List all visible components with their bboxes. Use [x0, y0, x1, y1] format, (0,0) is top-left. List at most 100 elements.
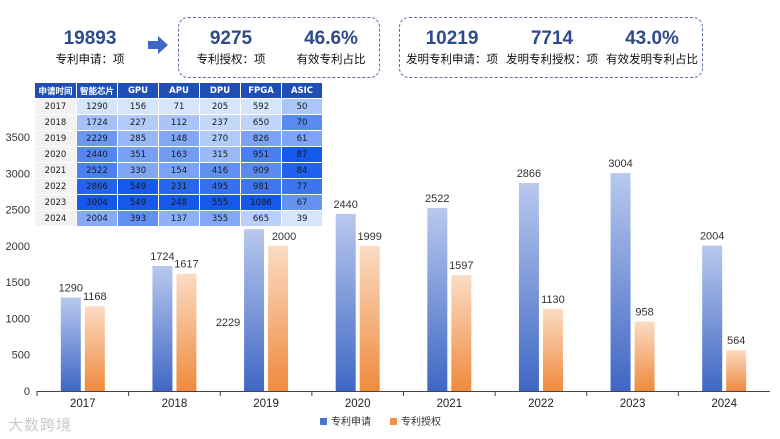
table-cell: 495	[199, 178, 241, 195]
kpi-value: 19893	[63, 28, 117, 49]
table-cell: 227	[117, 114, 159, 131]
table-cell: 549	[117, 178, 159, 195]
table-cell: 248	[158, 194, 200, 211]
table-cell: 416	[199, 162, 241, 179]
data-label: 2440	[333, 199, 357, 211]
kpi-granted: 9275 专利授权：项	[186, 28, 276, 68]
kpi-label: 有效发明专利占比	[606, 54, 698, 66]
legend-label: 专利授权	[401, 415, 441, 428]
x-tick-label: 2017	[70, 398, 96, 410]
table-cell: 148	[158, 130, 200, 147]
kpi-invention-granted: 7714 发明专利授权：项	[503, 28, 601, 68]
data-label: 1168	[83, 291, 107, 303]
kpi-value: 9275	[209, 28, 253, 49]
kpi-effective-ratio: 46.6% 有效专利占比	[286, 28, 376, 68]
application-bar	[702, 245, 723, 391]
table-cell: 137	[158, 210, 200, 227]
watermark-logo: 大数跨境	[8, 416, 73, 434]
data-label: 564	[727, 335, 745, 347]
table-year-cell: 2022	[34, 178, 77, 195]
table-cell: 67	[281, 194, 323, 211]
data-label: 1999	[357, 231, 381, 243]
data-label: 1290	[59, 282, 83, 294]
data-label: 2866	[517, 168, 541, 180]
y-tick-label: 500	[12, 350, 30, 362]
kpi-label: 专利授权：项	[196, 54, 266, 66]
kpi-value: 43.0%	[625, 28, 679, 49]
table-row: 2021 2522 330 154 416 909 84	[34, 162, 323, 179]
grant-bar	[359, 245, 380, 391]
table-cell: 555	[199, 194, 241, 211]
grant-bar	[542, 308, 563, 391]
table-cell: 2440	[76, 146, 118, 163]
table-header-cell: FPGA	[240, 82, 282, 99]
x-tick-label: 2024	[711, 398, 737, 410]
x-tick-label: 2018	[162, 398, 188, 410]
table-cell: 1724	[76, 114, 118, 131]
legend-swatch	[320, 418, 327, 425]
table-cell: 1290	[76, 98, 118, 115]
data-label: 1617	[174, 259, 198, 271]
kpi-group-invention	[399, 17, 703, 78]
table-year-cell: 2017	[34, 98, 77, 115]
table-cell: 1086	[240, 194, 282, 211]
y-tick-label: 2500	[6, 205, 30, 217]
application-bar	[335, 213, 356, 391]
table-header-cell: ASIC	[281, 82, 323, 99]
table-header-cell: DPU	[199, 82, 241, 99]
table-cell: 112	[158, 114, 200, 131]
table-cell: 2866	[76, 178, 118, 195]
table-header-cell: 智能芯片	[76, 82, 118, 99]
application-bar	[610, 172, 631, 391]
table-cell: 84	[281, 162, 323, 179]
kpi-value: 46.6%	[304, 28, 358, 49]
table-cell: 330	[117, 162, 159, 179]
grant-bar	[726, 350, 747, 391]
table-cell: 650	[240, 114, 282, 131]
data-label: 3004	[608, 158, 632, 170]
table-row: 2019 2229 285 148 270 826 61	[34, 130, 323, 147]
table-cell: 826	[240, 130, 282, 147]
table-row: 2017 1290 156 71 205 592 50	[34, 98, 323, 115]
table-year-cell: 2020	[34, 146, 77, 163]
kpi-value: 10219	[425, 28, 479, 49]
data-label: 2229	[216, 317, 240, 329]
kpi-label: 发明专利申请：项	[406, 54, 498, 66]
table-cell: 2004	[76, 210, 118, 227]
y-tick-label: 0	[24, 386, 30, 398]
table-year-cell: 2021	[34, 162, 77, 179]
table-year-cell: 2018	[34, 114, 77, 131]
table-cell: 2229	[76, 130, 118, 147]
table-cell: 549	[117, 194, 159, 211]
table-header-cell: GPU	[117, 82, 159, 99]
table-cell: 50	[281, 98, 323, 115]
application-bar	[518, 183, 539, 391]
kpi-group-grants	[178, 17, 380, 78]
application-bar	[427, 207, 448, 391]
grant-bar	[176, 273, 197, 391]
table-header-row: 申请时间 智能芯片 GPU APU DPU FPGA ASIC	[34, 82, 323, 99]
table-cell: 270	[199, 130, 241, 147]
y-tick-label: 1500	[6, 277, 30, 289]
y-tick-label: 1000	[6, 313, 30, 325]
kpi-invention-applications: 10219 发明专利申请：项	[403, 28, 501, 68]
table-cell: 665	[240, 210, 282, 227]
kpi-label: 发明专利授权：项	[506, 54, 598, 66]
application-bar	[152, 265, 173, 391]
table-row: 2023 3004 549 248 555 1086 67	[34, 194, 323, 211]
table-cell: 393	[117, 210, 159, 227]
table-header-cell: 申请时间	[34, 82, 77, 99]
data-label: 1724	[150, 251, 174, 263]
x-tick-label: 2020	[345, 398, 371, 410]
table-header-cell: APU	[158, 82, 200, 99]
table-cell: 77	[281, 178, 323, 195]
x-tick-label: 2022	[528, 398, 554, 410]
table-cell: 315	[199, 146, 241, 163]
grant-bar	[451, 275, 472, 391]
table-cell: 70	[281, 114, 323, 131]
table-cell: 981	[240, 178, 282, 195]
table-row: 2024 2004 393 137 355 665 39	[34, 210, 323, 227]
table-cell: 87	[281, 146, 323, 163]
table-cell: 154	[158, 162, 200, 179]
